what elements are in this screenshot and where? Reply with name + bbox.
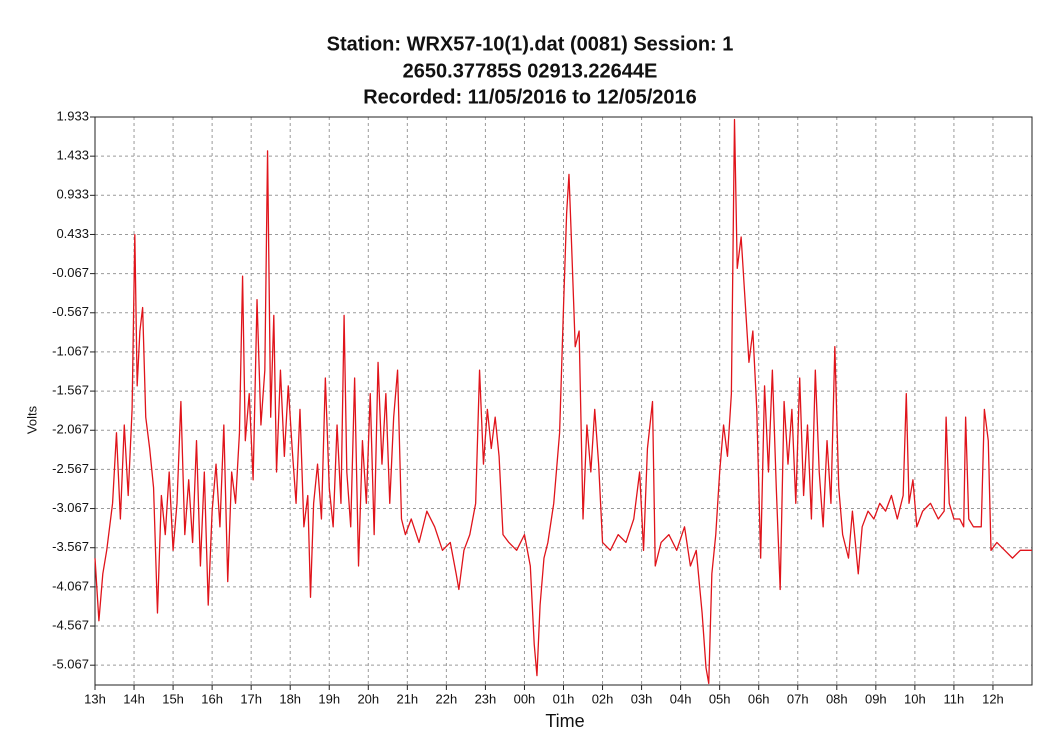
- x-tick-label: 16h: [201, 691, 223, 706]
- y-axis-title: Volts: [24, 405, 39, 434]
- y-tick-label: -5.067: [52, 657, 89, 672]
- y-tick-label: 1.433: [56, 148, 89, 163]
- x-tick-label: 07h: [787, 691, 809, 706]
- x-tick-label: 23h: [475, 691, 497, 706]
- x-tick-label: 08h: [826, 691, 848, 706]
- y-tick-label: -1.067: [52, 343, 89, 358]
- y-tick-label: -3.567: [52, 539, 89, 554]
- x-tick-label: 00h: [514, 691, 536, 706]
- x-tick-label: 06h: [748, 691, 770, 706]
- x-tick-label: 01h: [553, 691, 575, 706]
- y-tick-label: -0.567: [52, 304, 89, 319]
- x-tick-label: 10h: [904, 691, 926, 706]
- x-tick-label: 05h: [709, 691, 731, 706]
- chart-subtitle: Recorded: 11/05/2016 to 12/05/2016: [363, 86, 697, 108]
- x-tick-label: 09h: [865, 691, 887, 706]
- y-tick-label: -3.067: [52, 500, 89, 515]
- y-tick-label: -4.067: [52, 578, 89, 593]
- x-tick-label: 02h: [592, 691, 614, 706]
- x-tick-label: 04h: [670, 691, 692, 706]
- y-tick-label: 0.433: [56, 226, 89, 241]
- y-tick-label: -4.567: [52, 617, 89, 632]
- y-tick-label: -0.067: [52, 265, 89, 280]
- y-tick-label: -2.567: [52, 461, 89, 476]
- x-tick-label: 11h: [944, 691, 965, 706]
- x-tick-label: 22h: [436, 691, 458, 706]
- chart-title: Station: WRX57-10(1).dat (0081) Session:…: [327, 33, 734, 55]
- y-tick-label: 0.933: [56, 187, 89, 202]
- x-axis-title: Time: [545, 711, 584, 731]
- x-tick-label: 18h: [279, 691, 301, 706]
- x-tick-label: 12h: [982, 691, 1004, 706]
- plot-frame: [94, 116, 1033, 686]
- y-tick-label: -1.567: [52, 383, 89, 398]
- x-tick-label: 14h: [123, 691, 145, 706]
- data-line: [94, 118, 1032, 685]
- x-tick-label: 19h: [318, 691, 340, 706]
- x-tick-label: 20h: [357, 691, 379, 706]
- y-tick-label: 1.933: [56, 108, 89, 123]
- x-tick-label: 03h: [631, 691, 653, 706]
- x-tick-label: 17h: [240, 691, 262, 706]
- x-tick-label: 21h: [396, 691, 418, 706]
- chart-subtitle: 2650.37785S 02913.22644E: [403, 60, 658, 82]
- y-tick-label: -2.067: [52, 422, 89, 437]
- x-tick-label: 13h: [84, 691, 106, 706]
- x-tick-label: 15h: [162, 691, 184, 706]
